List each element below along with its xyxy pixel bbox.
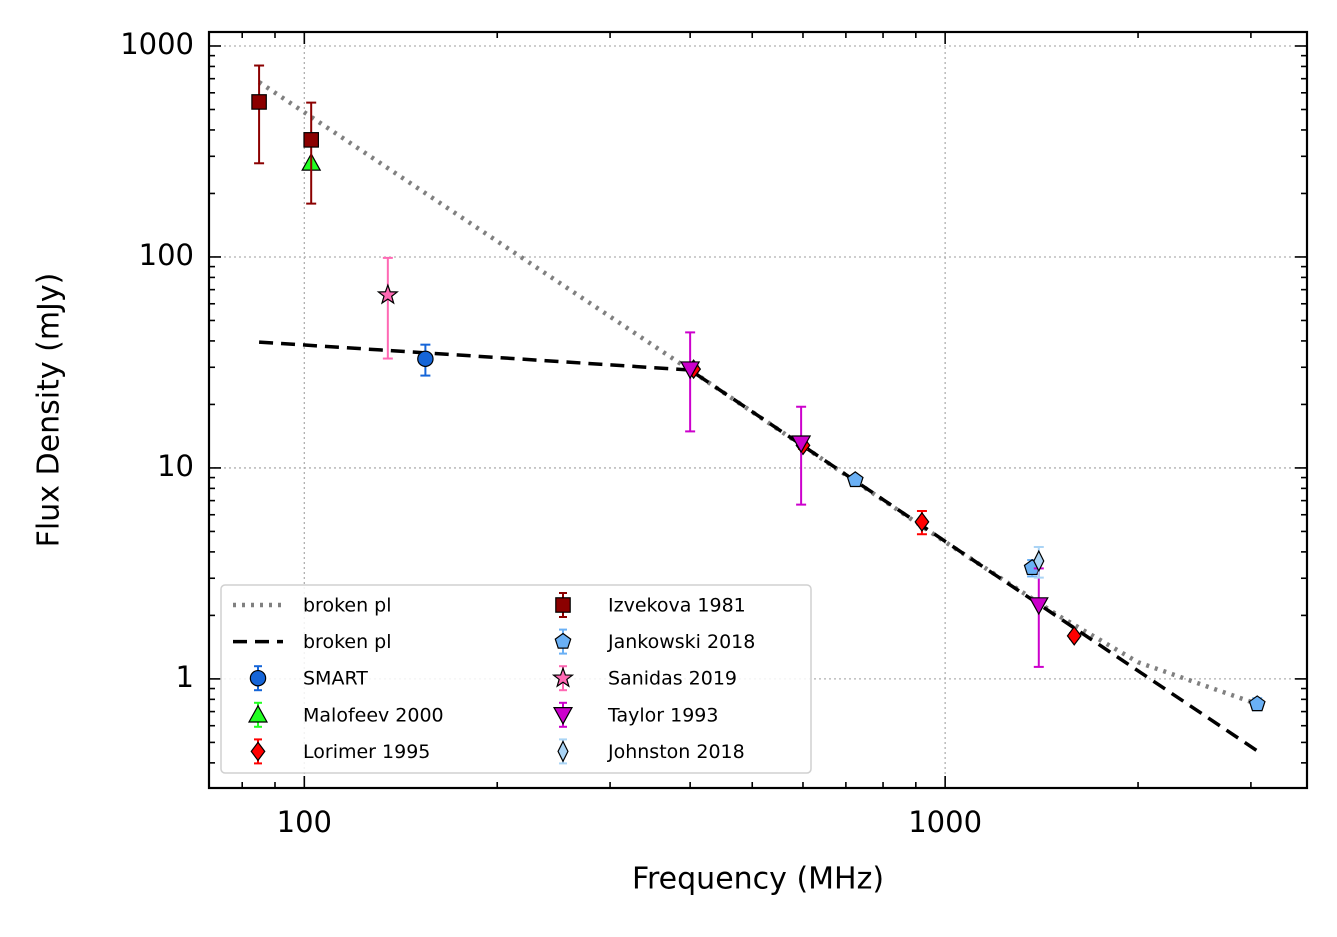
legend-swatch [551,666,575,688]
x-tick-label: 1000 [908,805,982,839]
legend-label: Taylor 1993 [607,704,718,726]
legend-swatch [250,741,266,762]
plot-area [251,64,1266,712]
marker [846,471,864,488]
y-axis-label: Flux Density (mJy) [32,273,67,548]
marker [417,350,434,368]
marker [914,511,930,532]
legend-entry: Jankowski 2018 [554,628,755,655]
error-bar [306,101,317,205]
marker [1066,625,1082,646]
x-tick-label: 100 [277,805,332,839]
legend-entry: Sanidas 2019 [551,665,737,692]
legend-label: broken pl [303,631,392,653]
legend-entry: Lorimer 1995 [250,738,430,765]
x-axis-label: Frequency (MHz) [632,862,884,897]
marker [251,94,267,110]
legend-label: Malofeev 2000 [303,704,444,726]
marker [680,361,701,380]
marker [376,283,399,305]
legend-entry: broken pl [233,631,392,653]
legend-label: Sanidas 2019 [608,668,737,690]
y-tick-label: 10 [157,449,194,483]
error-bar [685,331,696,433]
y-tick-label: 1000 [120,27,194,61]
marker [303,132,319,148]
legend-swatch [249,669,267,687]
error-bar [382,256,393,360]
legend-entry: Taylor 1993 [552,701,718,728]
legend-swatch [554,632,572,649]
error-bar [254,64,265,165]
legend-label: Johnston 2018 [607,741,745,763]
legend: broken pl broken pl SMART Malofeev 2000 Lori… [220,584,812,774]
error-bar [796,405,807,506]
fit-line [257,80,1258,707]
marker [1028,597,1049,616]
legend-swatch [557,740,569,763]
y-tick-label: 1 [176,660,194,694]
legend-entry: Malofeev 2000 [247,701,444,728]
y-tick-label: 100 [139,238,194,272]
marker [1033,549,1045,573]
legend-swatch [247,704,269,723]
marker [791,435,812,454]
legend-swatch [552,706,574,726]
legend-swatch [555,597,571,613]
legend-entry: broken pl [233,595,392,617]
legend-entry: Izvekova 1981 [555,592,746,618]
plot-frame [207,30,1309,790]
marker [1248,695,1266,712]
legend-label: broken pl [303,595,392,617]
legend-label: Lorimer 1995 [303,741,430,763]
legend-label: Izvekova 1981 [608,595,746,617]
legend-box [220,584,812,774]
legend-entry: Johnston 2018 [557,738,745,765]
legend-entry: SMART [249,665,368,692]
legend-label: SMART [303,668,368,690]
legend-label: Jankowski 2018 [607,631,755,653]
